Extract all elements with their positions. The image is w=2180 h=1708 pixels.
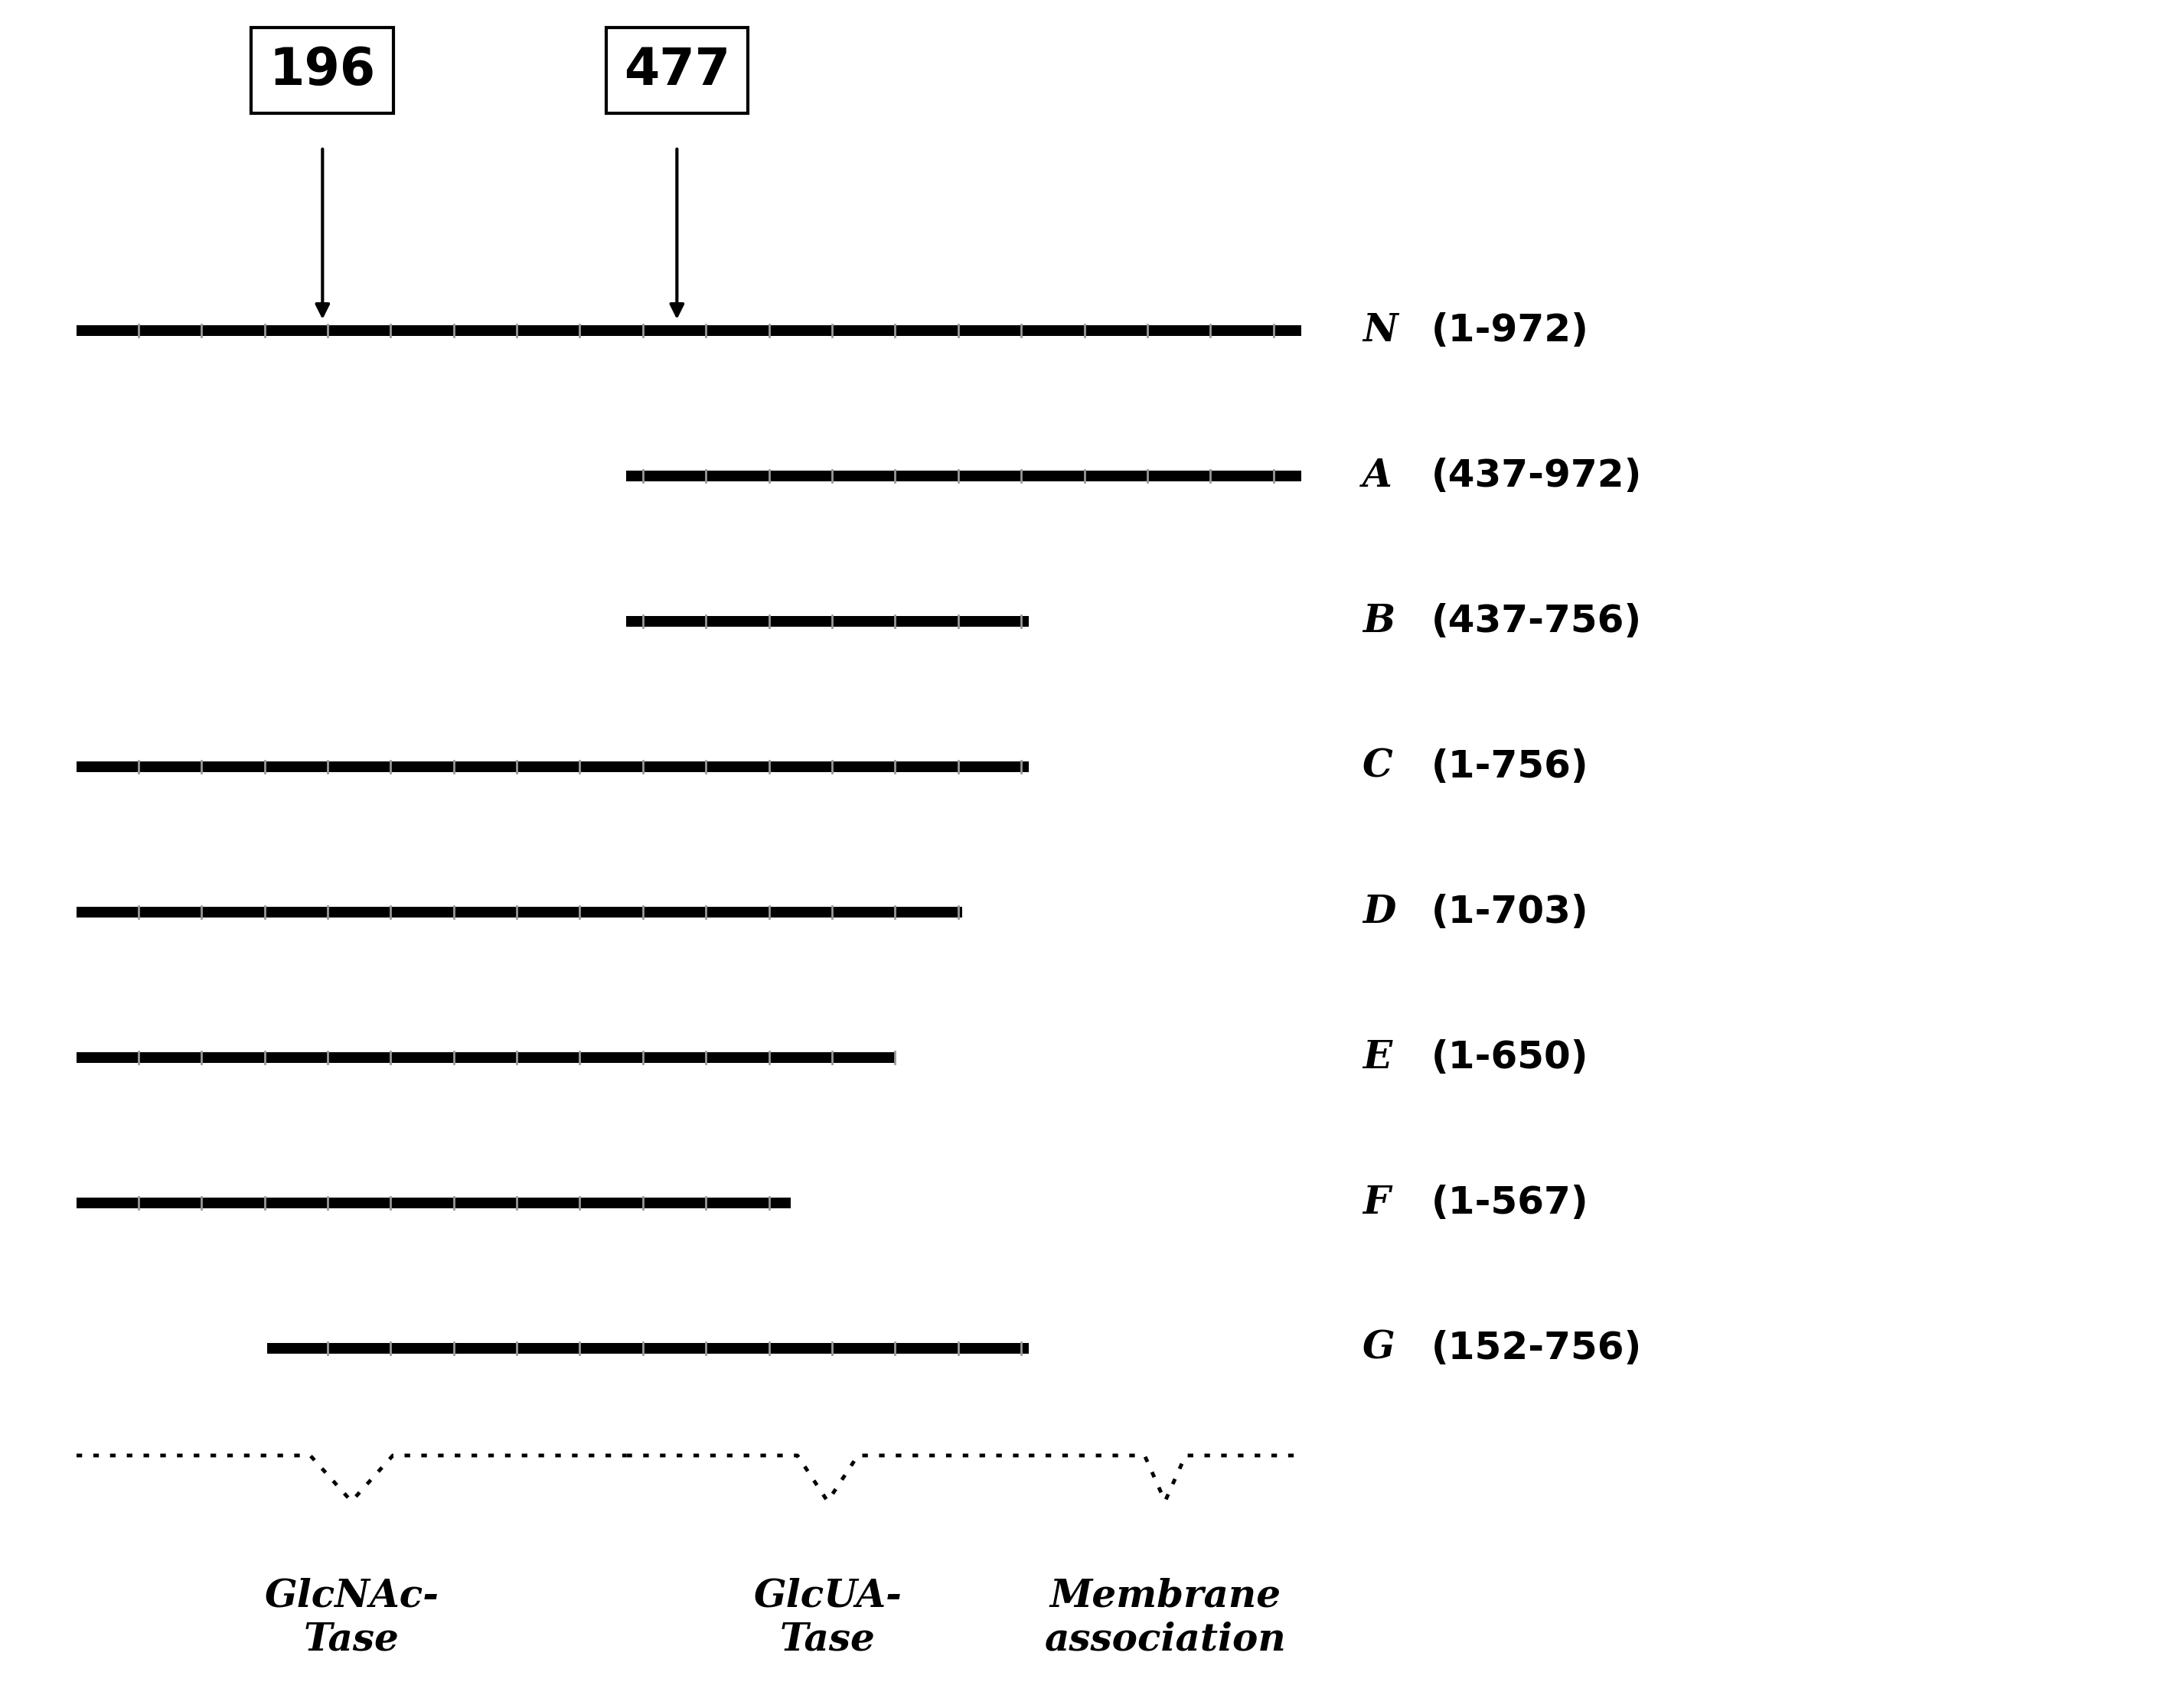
Text: E: E <box>1362 1038 1391 1076</box>
Bar <box>76 1052 896 1062</box>
Text: Membrane
association: Membrane association <box>1044 1578 1286 1658</box>
Text: (1-703): (1-703) <box>1432 893 1589 931</box>
Text: (437-756): (437-756) <box>1432 603 1642 640</box>
Bar <box>76 907 961 917</box>
Text: B: B <box>1362 603 1395 640</box>
Text: N: N <box>1362 313 1397 350</box>
Text: 196: 196 <box>268 44 375 96</box>
Bar <box>76 762 1029 772</box>
Bar <box>266 1342 1029 1354</box>
Text: G: G <box>1362 1329 1395 1366</box>
Bar <box>76 1197 791 1208</box>
Text: GlcUA-
Tase: GlcUA- Tase <box>754 1578 903 1658</box>
Text: 477: 477 <box>623 44 730 96</box>
Text: C: C <box>1362 748 1393 786</box>
Text: GlcNAc-
Tase: GlcNAc- Tase <box>264 1578 438 1658</box>
Text: (437-972): (437-972) <box>1432 458 1642 494</box>
Text: (1-972): (1-972) <box>1432 313 1589 348</box>
Bar <box>626 471 1301 482</box>
Text: F: F <box>1362 1184 1389 1221</box>
Bar <box>76 325 1301 336</box>
Bar <box>626 617 1029 627</box>
Text: D: D <box>1362 893 1395 931</box>
Text: (1-650): (1-650) <box>1432 1038 1589 1076</box>
Text: (1-756): (1-756) <box>1432 748 1589 786</box>
Text: A: A <box>1362 458 1393 495</box>
Text: (152-756): (152-756) <box>1432 1331 1642 1366</box>
Text: (1-567): (1-567) <box>1432 1185 1589 1221</box>
